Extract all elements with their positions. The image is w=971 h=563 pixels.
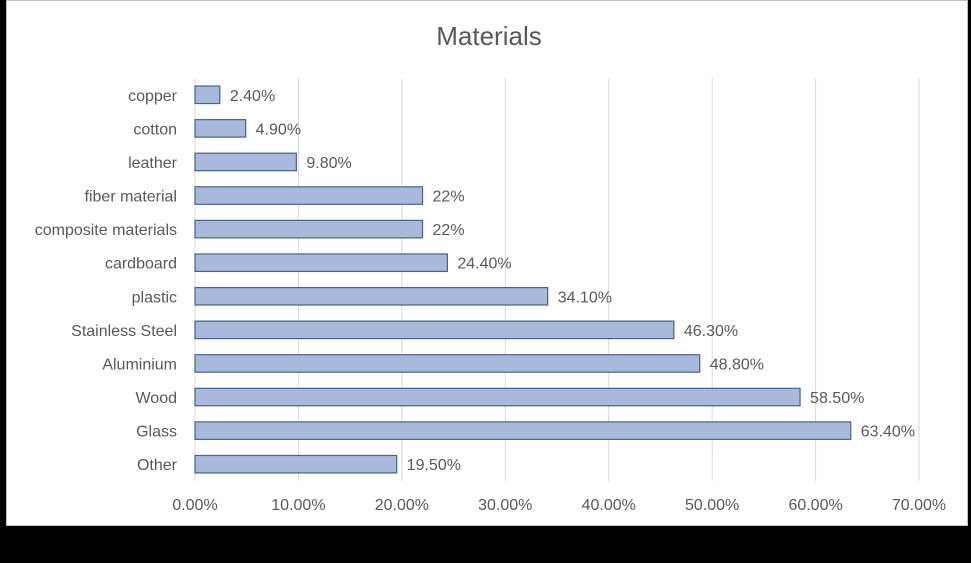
bar [194, 320, 675, 340]
category-label: Aluminium [102, 356, 177, 373]
x-tick-label: 10.00% [271, 497, 325, 514]
chart-frame: Materials copper cotton leather fiber mater… [6, 0, 968, 526]
bar [194, 286, 549, 306]
category-label: cardboard [105, 256, 177, 273]
bar [194, 119, 247, 138]
category-label: leather [128, 155, 178, 172]
bar [194, 253, 448, 273]
gridlines [194, 78, 920, 481]
data-label: 2.40% [230, 88, 275, 105]
data-label: 58.50% [810, 390, 864, 407]
x-tick-label: 0.00% [172, 497, 217, 514]
bar [194, 85, 221, 105]
x-tick-label: 20.00% [375, 497, 429, 514]
category-label: fiber material [85, 189, 177, 206]
category-label: Stainless Steel [71, 323, 177, 340]
category-label: Glass [136, 424, 177, 441]
data-label: 22% [433, 189, 465, 206]
category-label: composite materials [35, 222, 177, 239]
bar [194, 421, 852, 440]
x-tick-label: 70.00% [892, 497, 946, 514]
category-label: Wood [135, 390, 177, 407]
x-tick-label: 40.00% [582, 497, 636, 514]
data-label: 4.90% [256, 121, 301, 138]
bar [194, 219, 424, 239]
category-labels: copper cotton leather fiber material composi… [35, 88, 178, 474]
category-label: plastic [132, 289, 177, 306]
bar [194, 186, 424, 205]
bar [194, 152, 297, 172]
category-label: copper [128, 88, 178, 105]
data-label: 48.80% [710, 356, 764, 373]
bar [194, 387, 801, 407]
x-tick-label: 30.00% [478, 497, 532, 514]
data-label: 19.50% [407, 457, 461, 474]
data-label: 34.10% [558, 289, 612, 306]
data-labels: 2.40% 4.90% 9.80% 22% 22% 24.40% 34.10% 46.30% 4… [230, 88, 915, 474]
x-tick-labels: 0.00% 10.00% 20.00% 30.00% 40.00% 50.00% 60.00… [172, 497, 946, 514]
category-label: Other [137, 457, 178, 474]
data-label: 63.40% [861, 424, 915, 441]
bar [194, 454, 398, 474]
bar [194, 354, 701, 373]
x-tick-label: 50.00% [685, 497, 739, 514]
data-label: 46.30% [684, 323, 738, 340]
x-tick-label: 60.00% [788, 497, 842, 514]
category-label: cotton [133, 121, 177, 138]
data-label: 9.80% [306, 155, 351, 172]
chart-title: Materials [436, 21, 541, 51]
data-label: 22% [433, 222, 465, 239]
data-label: 24.40% [457, 256, 511, 273]
bars [194, 85, 852, 474]
bar-chart: Materials copper cotton leather fiber mater… [35, 21, 946, 514]
